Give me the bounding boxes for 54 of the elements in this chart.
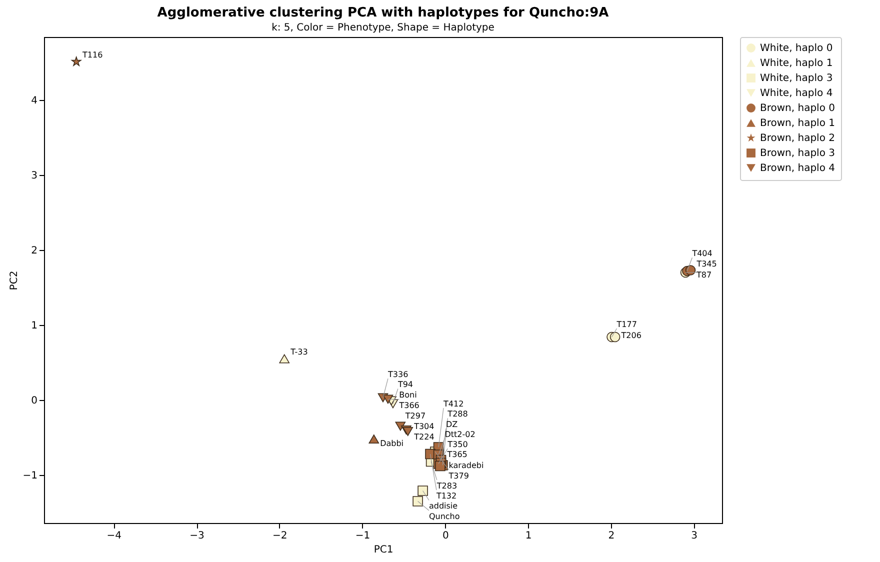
legend-label: Brown, haplo 1 [760,118,835,129]
annotation: Quncho [428,512,460,521]
annotation: karadebi [448,461,484,470]
annotation: T336 [387,370,408,380]
annotation: T288 [446,410,468,419]
chart-subtitle: k: 5, Color = Phenotype, Shape = Haplotype [272,22,494,34]
legend-label: White, haplo 4 [760,88,833,99]
x-tick-label: −4 [106,530,122,542]
annotation: Dabbi [380,439,404,448]
annotation: addisie [428,502,458,511]
y-tick-label: 4 [31,96,38,106]
annotation: T116 [82,50,103,60]
annotation: T177 [616,320,637,329]
annotation: T345 [696,260,717,269]
annotation: Boni [399,390,417,400]
x-axis-title: PC1 [374,544,394,556]
annotation: T94 [396,380,414,390]
x-tick-label: −1 [355,530,370,542]
annotation: T404 [691,249,712,258]
legend-label: Brown, haplo 0 [760,103,835,114]
annotation: T366 [398,400,420,410]
legend-label: Brown, haplo 2 [760,133,835,144]
x-tick-label: 1 [525,530,532,542]
annotation: T224 [413,432,434,442]
legend-label: White, haplo 3 [760,73,833,84]
y-tick-label: −1 [22,470,38,482]
chart-title: Agglomerative clustering PCA with haplotypes for Quncho:9A [157,6,609,20]
x-tick-label: 0 [442,530,449,542]
annotation: T365 [446,450,468,460]
x-tick-label: 3 [691,530,698,542]
annotation: T412 [442,400,464,409]
annotation: T350 [446,440,468,450]
annotation: T206 [620,331,642,340]
annotation: T304 [413,422,434,432]
y-tick-label: 0 [31,396,38,406]
annotation: T87 [696,270,712,280]
legend-label: Brown, haplo 4 [760,163,835,174]
annotation: T132 [435,492,457,501]
annotation: T379 [448,471,469,480]
x-tick-label: 2 [608,530,615,542]
annotation: DZ [446,420,458,429]
annotation: T-33 [290,347,308,356]
y-tick-label: 2 [31,246,38,256]
legend-label: White, haplo 1 [760,58,833,69]
annotation: T283 [436,481,458,490]
annotation: Dtt2-02 [444,430,476,440]
legend-label: Brown, haplo 3 [760,148,835,159]
y-axis-title: PC2 [8,270,20,290]
y-tick-label: 1 [31,320,38,332]
x-tick-label: −3 [190,530,204,542]
y-tick-label: 3 [31,170,38,182]
x-tick-label: −2 [272,530,288,542]
legend-label: White, haplo 0 [760,43,833,54]
annotation: T297 [404,411,426,420]
